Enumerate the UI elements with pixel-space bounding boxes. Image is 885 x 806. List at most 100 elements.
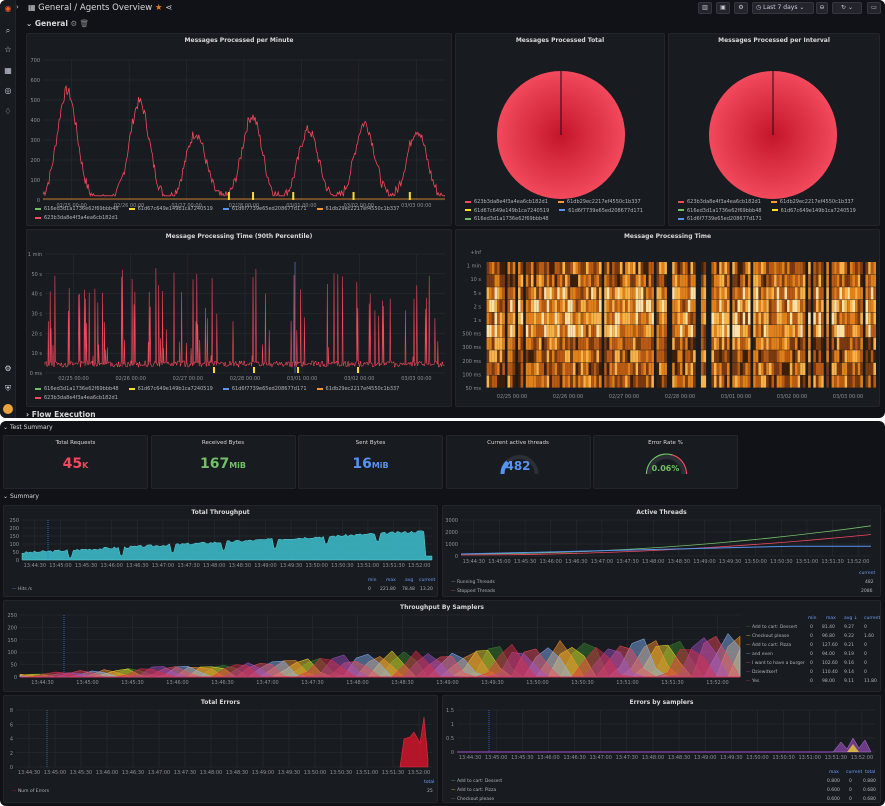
heatmap-cell[interactable] [795,274,798,287]
heatmap-cell[interactable] [486,287,490,300]
heatmap-cell[interactable] [570,312,573,325]
heatmap-cell[interactable] [520,375,524,388]
heatmap-cell[interactable] [737,299,741,312]
heatmap-cell[interactable] [753,362,756,375]
heatmap-cell[interactable] [567,362,571,375]
heatmap-cell[interactable] [771,262,775,275]
heatmap-cell[interactable] [518,274,521,287]
heatmap-cell[interactable] [643,362,647,375]
heatmap-cell[interactable] [651,375,654,388]
heatmap-cell[interactable] [761,287,764,300]
heatmap-cell[interactable] [771,287,775,300]
heatmap-cell[interactable] [507,337,511,350]
heatmap-cell[interactable] [821,274,824,287]
heatmap-cell[interactable] [502,262,505,275]
heatmap-cell[interactable] [499,262,503,275]
heatmap-cell[interactable] [781,325,785,338]
gear-icon[interactable]: ⚙ [70,19,80,28]
heatmap-cell[interactable] [771,362,775,375]
heatmap-cell[interactable] [661,325,665,338]
heatmap-cell[interactable] [815,337,819,350]
heatmap-cell[interactable] [761,362,764,375]
heatmap-cell[interactable] [740,312,743,325]
heatmap-cell[interactable] [672,337,675,350]
heatmap-cell[interactable] [494,337,498,350]
heatmap-cell[interactable] [774,262,777,275]
heatmap-cell[interactable] [818,337,822,350]
heatmap-cell[interactable] [554,362,558,375]
heatmap-cell[interactable] [510,312,513,325]
heatmap-cell[interactable] [541,287,545,300]
heatmap-cell[interactable] [808,350,811,363]
heatmap-cell[interactable] [740,337,743,350]
heatmap-cell[interactable] [792,299,796,312]
heatmap-cell[interactable] [536,337,539,350]
heatmap-cell[interactable] [651,287,654,300]
heatmap-cell[interactable] [860,362,863,375]
heatmap-cell[interactable] [685,375,688,388]
heatmap-cell[interactable] [711,299,715,312]
heatmap-cell[interactable] [536,362,539,375]
heatmap-cell[interactable] [580,262,584,275]
heatmap-cell[interactable] [528,312,532,325]
heatmap-cell[interactable] [831,274,835,287]
heatmap-cell[interactable] [716,299,720,312]
heatmap-cell[interactable] [677,362,681,375]
heatmap-cell[interactable] [690,262,694,275]
heatmap-cell[interactable] [612,312,615,325]
heatmap-cell[interactable] [567,337,571,350]
legend-item[interactable]: Running Threads [456,580,495,585]
heatmap-cell[interactable] [800,274,803,287]
heatmap-cell[interactable] [732,337,735,350]
heatmap-cell[interactable] [609,312,613,325]
heatmap-cell[interactable] [742,350,746,363]
heatmap-cell[interactable] [606,350,610,363]
heatmap-cell[interactable] [868,287,871,300]
heatmap-cell[interactable] [538,375,542,388]
heatmap-cell[interactable] [742,312,746,325]
heatmap-cell[interactable] [489,325,492,338]
heatmap-cell[interactable] [557,287,560,300]
heatmap-cell[interactable] [544,350,547,363]
heatmap-cell[interactable] [635,375,639,388]
heatmap-cell[interactable] [554,337,558,350]
heatmap-cell[interactable] [734,337,738,350]
heatmap-cell[interactable] [494,287,498,300]
series-area-sampler[interactable] [19,644,741,678]
heatmap-cell[interactable] [776,262,780,275]
heatmap-cell[interactable] [763,312,767,325]
heatmap-cell[interactable] [687,274,691,287]
heatmap-cell[interactable] [787,262,790,275]
heatmap-cell[interactable] [619,337,623,350]
heatmap-cell[interactable] [821,262,824,275]
heatmap-cell[interactable] [507,262,511,275]
heatmap-cell[interactable] [502,337,505,350]
heatmap-cell[interactable] [732,299,735,312]
heatmap-cell[interactable] [727,362,730,375]
heatmap-cell[interactable] [604,262,607,275]
heatmap-cell[interactable] [562,262,566,275]
heatmap-cell[interactable] [507,350,511,363]
heatmap-cell[interactable] [700,287,704,300]
heatmap-cell[interactable] [703,287,707,300]
heatmap-cell[interactable] [570,299,573,312]
heatmap-cell[interactable] [818,362,822,375]
heatmap-cell[interactable] [559,362,563,375]
heatmap-cell[interactable] [747,262,751,275]
heatmap-cell[interactable] [795,312,798,325]
heatmap-cell[interactable] [599,262,602,275]
heatmap-cell[interactable] [847,375,850,388]
heatmap-cell[interactable] [559,262,563,275]
heatmap-cell[interactable] [781,312,785,325]
heatmap-cell[interactable] [551,325,555,338]
heatmap-cell[interactable] [583,287,586,300]
heatmap-cell[interactable] [619,262,623,275]
heatmap-cell[interactable] [664,337,667,350]
heatmap-cell[interactable] [860,375,863,388]
heatmap-cell[interactable] [839,350,843,363]
heatmap-cell[interactable] [643,312,647,325]
heatmap-cell[interactable] [774,375,777,388]
heatmap-cell[interactable] [716,325,720,338]
legend-item[interactable]: 616ed3d1a1736e62f69bbb48 [687,207,762,214]
legend-item[interactable]: 623b3da8e4f3a4ea6cb182d1 [44,395,118,401]
